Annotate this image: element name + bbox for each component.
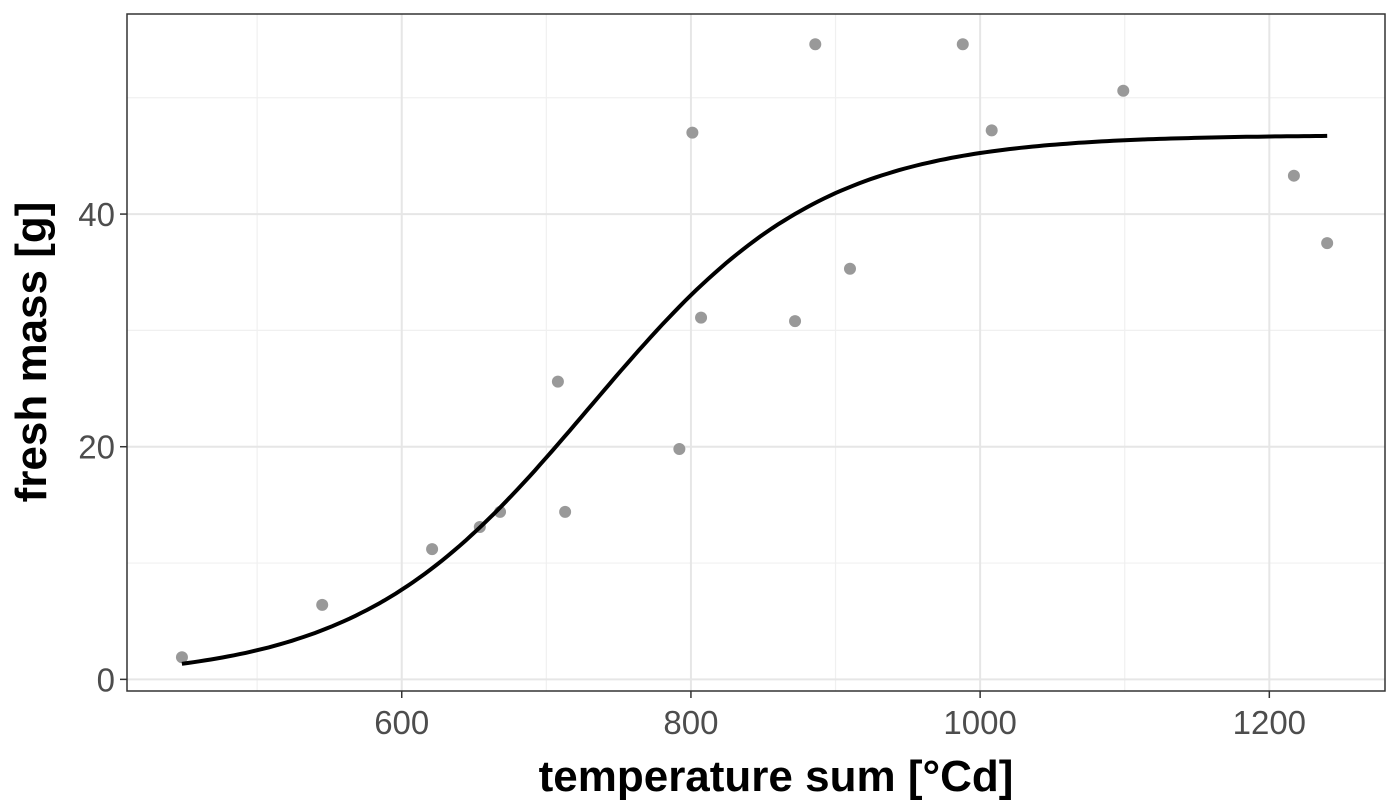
axis-ticks: 600 800 1000 1200 0 20 40 [78, 196, 1306, 741]
y-axis-label: fresh mass [g] [7, 202, 56, 503]
data-point [1287, 169, 1300, 182]
fit-curve [181, 133, 1328, 666]
data-point [426, 543, 439, 556]
data-point [985, 124, 998, 137]
y-tick-label: 40 [78, 196, 115, 233]
plot-panel-border [126, 13, 1386, 692]
data-point [1117, 84, 1130, 97]
data-point [316, 598, 329, 611]
x-tick-label: 1000 [943, 704, 1016, 741]
data-point [1321, 237, 1334, 250]
data-point [789, 315, 802, 328]
data-point [695, 311, 708, 324]
grid [127, 14, 1385, 691]
x-tick-label: 600 [374, 704, 429, 741]
x-tick-label: 800 [663, 704, 718, 741]
y-tick-label: 0 [97, 661, 115, 698]
data-point [673, 443, 686, 456]
data-point [551, 375, 564, 388]
data-point [559, 505, 572, 518]
data-point [686, 126, 699, 139]
data-point [809, 38, 822, 51]
data-point [843, 262, 856, 275]
x-tick-label: 1200 [1233, 704, 1306, 741]
data-point [175, 651, 188, 664]
data-points [175, 38, 1334, 664]
x-axis-label: temperature sum [°Cd] [539, 752, 1014, 801]
data-point [956, 38, 969, 51]
y-tick-label: 20 [78, 429, 115, 466]
